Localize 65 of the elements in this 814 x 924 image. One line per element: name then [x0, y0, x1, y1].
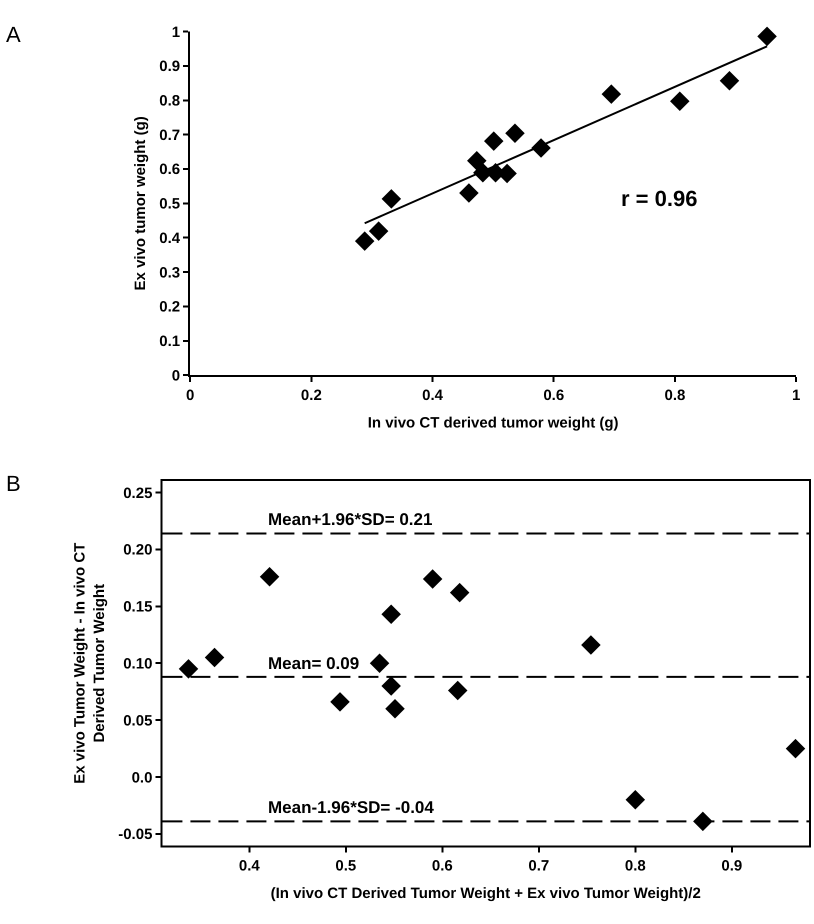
point: [450, 582, 470, 602]
x-tick-label: 0.7: [528, 857, 550, 874]
point: [467, 150, 487, 170]
point: [602, 84, 622, 104]
point: [786, 738, 806, 758]
point: [178, 659, 198, 679]
point: [626, 790, 646, 810]
point: [670, 92, 690, 112]
x-tick-label: 0.9: [721, 857, 742, 874]
x-tick-label: 0.4: [238, 857, 260, 874]
point: [484, 131, 504, 151]
point: [381, 604, 401, 624]
point: [368, 221, 388, 241]
y-tick-label: 0.9: [159, 58, 180, 76]
point: [382, 189, 402, 209]
y-tick-label: 1: [172, 24, 180, 41]
y-tick-label: 0.3: [159, 264, 180, 282]
x-tick-label: 0: [186, 387, 194, 404]
y-tick-label: 0.5: [159, 196, 180, 213]
x-tick-label: 0.6: [432, 857, 453, 874]
y-tick-label: 0.25: [123, 484, 152, 502]
point: [581, 635, 601, 655]
x-axis-title: In vivo CT derived tumor weight (g): [368, 414, 619, 432]
point: [459, 183, 479, 203]
y-tick-label: 0.4: [159, 230, 181, 247]
point: [370, 653, 390, 673]
y-axis-title: Ex vivo Tumor Weight - In vivo CT Derived Tumor Weight: [71, 542, 108, 784]
y-tick-label: 0.2: [159, 298, 180, 316]
y-tick-label: 0.20: [123, 542, 152, 559]
x-tick-label: 1: [792, 387, 800, 404]
x-tick-label: 0.4: [422, 387, 444, 404]
point: [381, 676, 401, 696]
x-tick-label: 0.8: [664, 387, 686, 404]
y-tick-label: 0.0: [132, 769, 152, 786]
y-tick-label: 0.6: [159, 161, 180, 178]
x-tick-label: 0.2: [300, 387, 322, 404]
x-tick-label: 0.5: [335, 857, 356, 874]
point: [385, 698, 405, 718]
x-tick-label: 0.8: [624, 857, 646, 874]
point: [422, 569, 442, 589]
y-tick-label: 0.1: [159, 333, 180, 350]
point: [505, 124, 525, 143]
y-tick-label: 0.7: [159, 126, 180, 144]
ref-line-label: Mean-1.96*SD= -0.04: [268, 798, 434, 817]
text: A: [6, 22, 21, 47]
point: [354, 231, 374, 251]
point: [448, 680, 468, 700]
y-tick-label: 0.8: [159, 92, 180, 110]
point: [260, 566, 280, 586]
y-tick-label: 0.05: [123, 712, 152, 730]
y-tick-label: 0: [172, 367, 180, 384]
x-axis-title: (In vivo CT Derived Tumor Weight + Ex vivo Tumor Weight)/2: [270, 884, 701, 902]
point: [204, 648, 224, 668]
text: B: [6, 471, 21, 496]
point: [330, 692, 350, 712]
ref-line-label: Mean+1.96*SD= 0.21: [268, 510, 432, 529]
y-axis-title: Ex vivo tumor weight (g): [132, 116, 150, 290]
point: [757, 26, 777, 46]
y-tick-label: -0.05: [118, 826, 152, 844]
annotation: r = 0.96: [621, 186, 698, 211]
y-tick-label: 0.10: [123, 655, 152, 672]
ref-line-label: Mean= 0.09: [268, 654, 360, 673]
y-tick-label: 0.15: [123, 598, 152, 616]
x-tick-label: 0.6: [543, 387, 564, 404]
point: [720, 70, 740, 90]
